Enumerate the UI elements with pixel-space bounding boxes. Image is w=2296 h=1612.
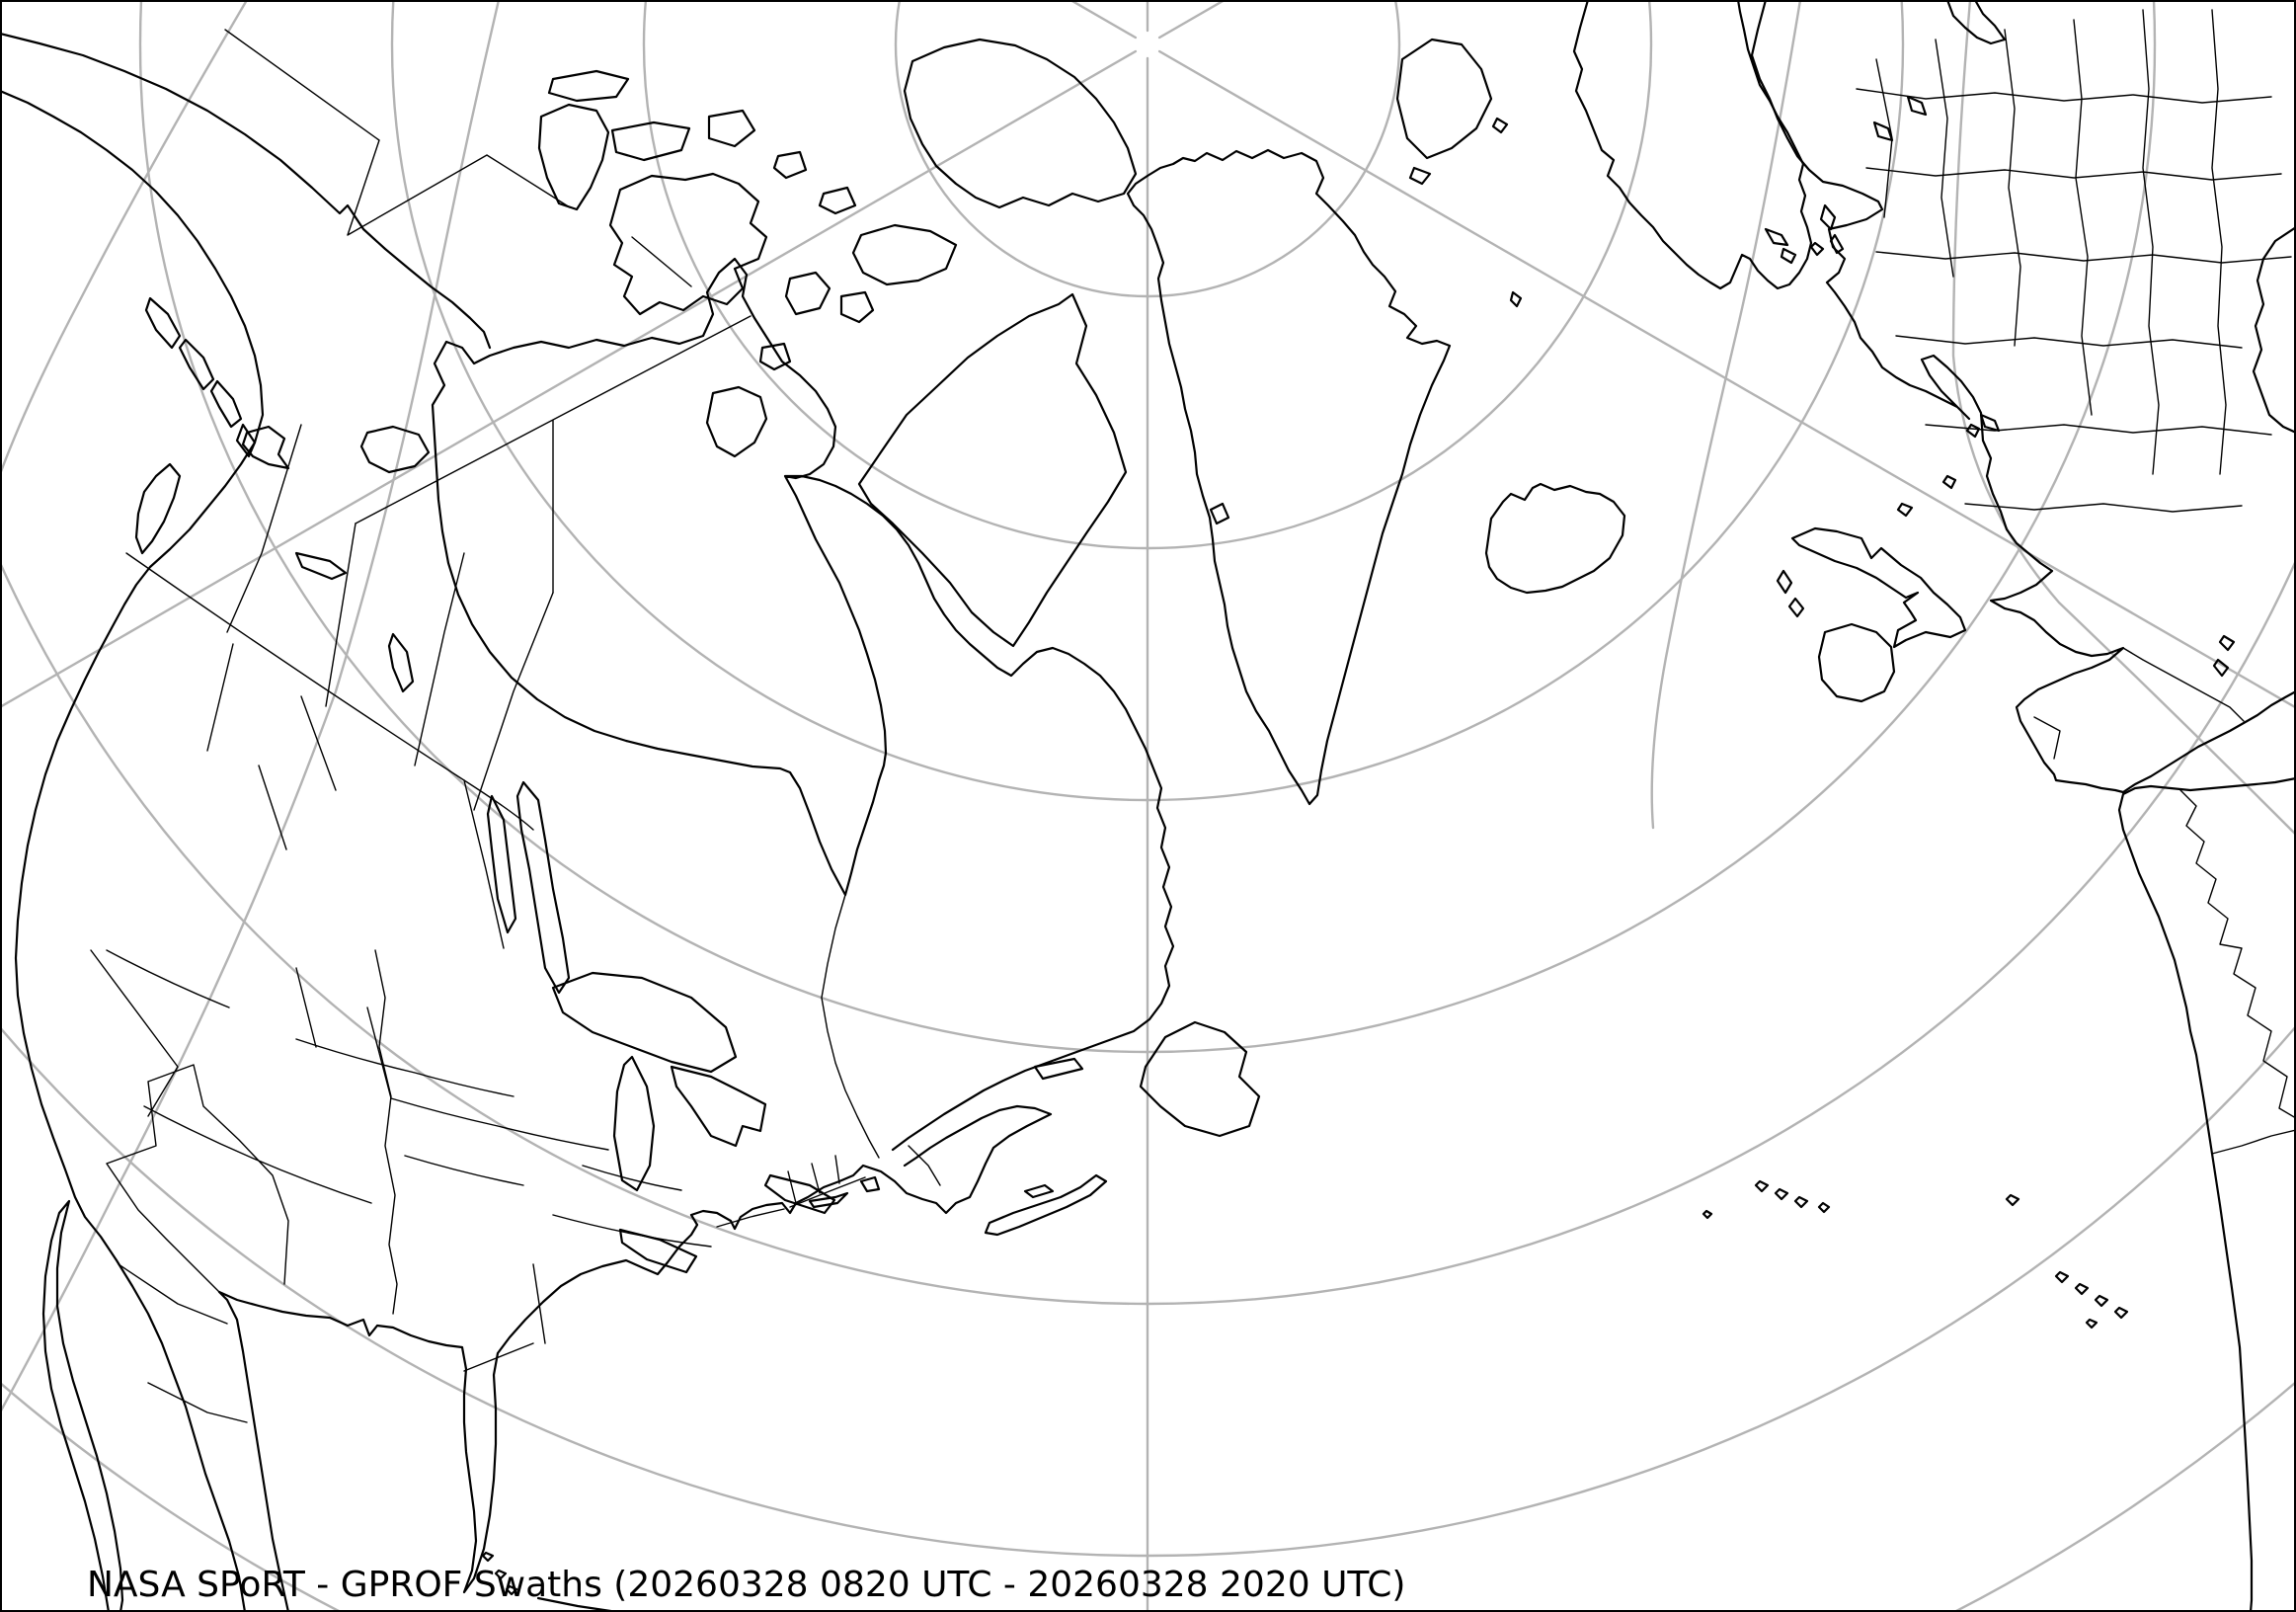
estonian-islands — [1809, 241, 1825, 257]
banks-island — [537, 103, 610, 211]
nunavut-nwt-border — [355, 236, 752, 594]
mexico-state-borders — [118, 1263, 248, 1423]
north-america-pacific-coast — [0, 89, 265, 1612]
morocco-algeria-borders — [2179, 789, 2296, 1155]
ellesmere-island — [903, 38, 1138, 209]
white-sea — [1945, 0, 2007, 45]
azores — [1702, 1179, 1831, 1220]
continental-europe-coast — [1750, 0, 2296, 794]
alaska-canada-border — [224, 29, 571, 236]
somerset-island — [839, 290, 875, 324]
anticosti-island — [1033, 1057, 1084, 1081]
lake-michigan — [612, 1055, 656, 1192]
curved-meridian — [1650, 0, 1802, 830]
us-canada-border — [125, 552, 941, 1228]
us-state-borders — [90, 643, 840, 1372]
meridian-ray — [1157, 49, 2296, 709]
victoria-island — [608, 172, 768, 316]
northwest-africa-coast — [2117, 776, 2296, 1612]
queen-elizabeth-islands — [547, 69, 857, 215]
disko-island — [1209, 502, 1230, 525]
baja-california — [41, 1199, 124, 1612]
svalbard — [1395, 38, 1509, 186]
canary-islands — [2054, 1270, 2129, 1330]
curved-meridian — [1951, 0, 2296, 837]
lake-athabasca — [294, 551, 348, 581]
ontario-quebec-border — [821, 894, 880, 1159]
baffin-island — [857, 292, 1128, 648]
corsica-sardinia — [2212, 634, 2236, 678]
curved-meridian — [0, 0, 501, 1414]
nova-scotia — [984, 1173, 1108, 1237]
france-spain-border — [2122, 647, 2245, 722]
lake-erie — [618, 1228, 698, 1274]
swedish-lakes — [1764, 227, 1797, 265]
king-william-island — [758, 342, 792, 371]
manitoba-ontario-border — [473, 592, 554, 811]
cape-cod — [859, 1175, 881, 1193]
vancouver-island — [134, 462, 182, 555]
alaska-panhandle-islands — [144, 296, 257, 458]
europe-admin-borders — [1856, 9, 2292, 513]
lake-winnipeg — [515, 780, 571, 995]
hebrides — [1776, 569, 1805, 618]
ireland — [1817, 622, 1896, 703]
map-caption: NASA SPoRT - GPROF Swaths (20260328 0820… — [87, 1565, 1406, 1605]
north-america-atlantic-arctic-coast — [217, 257, 1175, 1612]
alberta-saskatchewan-border — [325, 523, 356, 707]
greenland — [1126, 148, 1452, 806]
devon-island — [851, 223, 958, 286]
alaska-arctic-coast — [0, 32, 492, 350]
meridian-ray — [1157, 0, 1227, 40]
newfoundland — [1139, 1020, 1261, 1138]
jan-mayen — [1509, 290, 1523, 308]
admin-borders — [90, 9, 2296, 1423]
great-britain — [1790, 526, 1967, 649]
mississippi-river-border — [374, 949, 398, 1315]
reindeer-lake — [387, 632, 415, 693]
great-bear-lake — [359, 425, 431, 474]
great-slave-lake — [241, 425, 290, 470]
texas-borders — [106, 1064, 289, 1293]
lake-winnipegosis — [486, 794, 517, 934]
meridian-ray — [1068, 0, 1138, 40]
lake-superior — [551, 971, 738, 1074]
bahamas — [481, 1551, 518, 1596]
saskatchewan-manitoba-border — [414, 552, 465, 766]
meridian-ray — [0, 49, 1138, 709]
lake-huron — [670, 1065, 767, 1148]
portugal-spain-border — [2033, 716, 2061, 760]
prince-of-wales-island — [784, 271, 831, 316]
orkney-shetland — [1896, 474, 1957, 518]
bc-alberta-border — [226, 424, 302, 633]
caspian-sea — [2252, 225, 2296, 435]
long-island — [808, 1191, 849, 1209]
lake-ontario — [763, 1173, 836, 1215]
scandinavia — [1572, 0, 1813, 290]
southampton-island — [705, 385, 768, 458]
prince-edward-island — [1023, 1183, 1055, 1199]
madeira — [2005, 1193, 2020, 1207]
curved-meridian — [0, 0, 249, 476]
iceland — [1484, 482, 1626, 595]
